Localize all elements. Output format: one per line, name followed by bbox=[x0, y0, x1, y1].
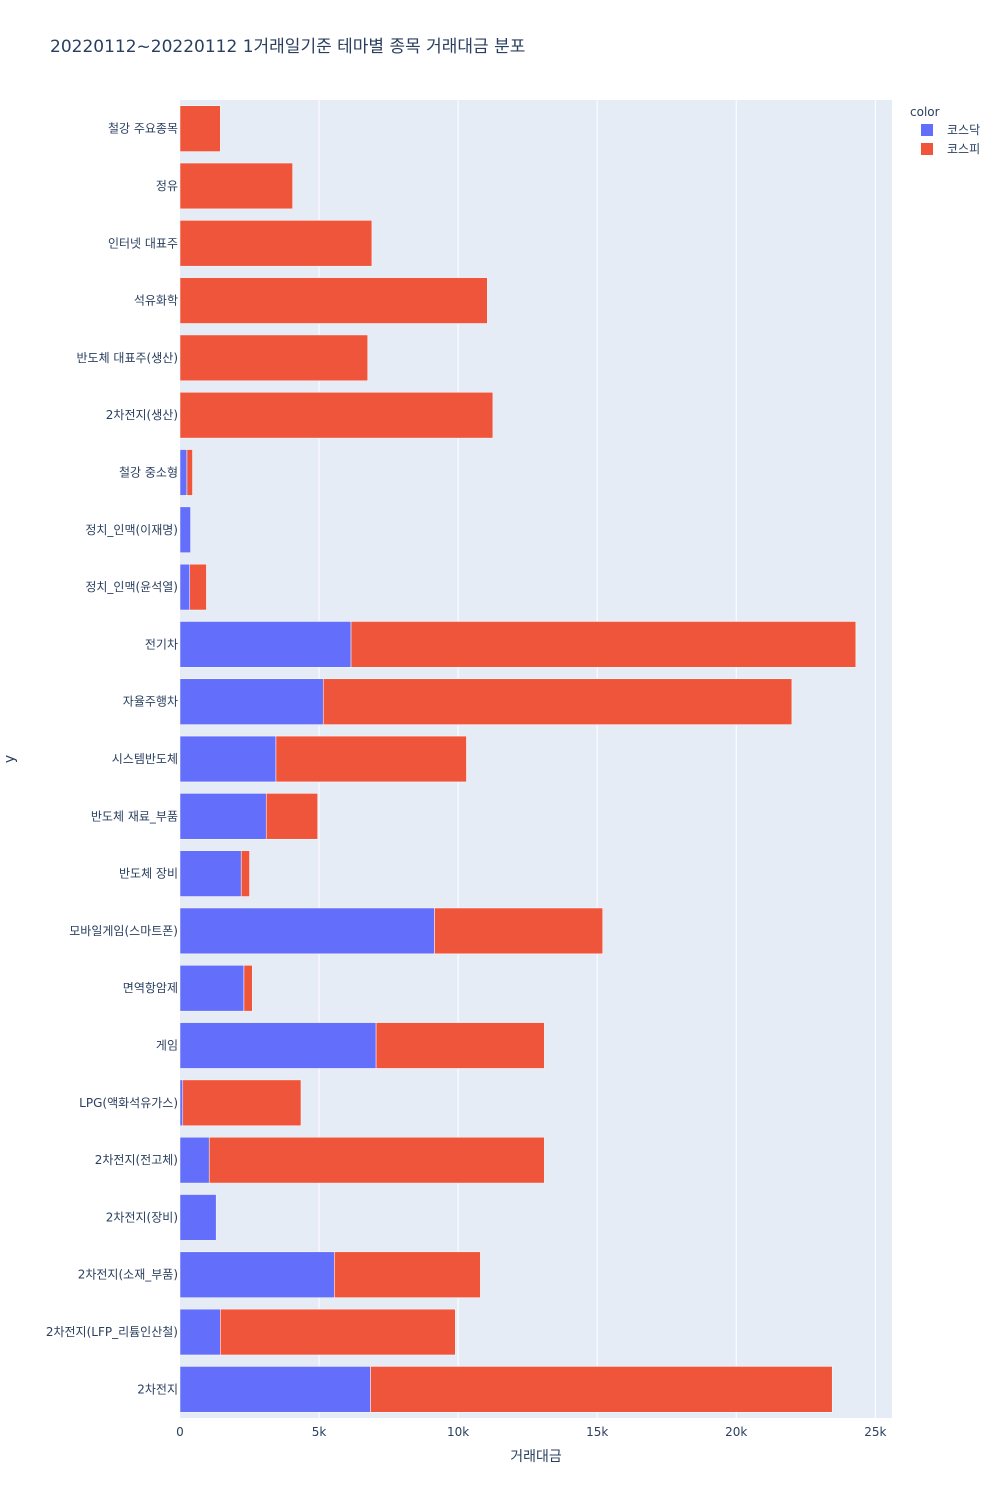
bar-코스닥[interactable] bbox=[179, 1136, 210, 1184]
bar-코스닥[interactable] bbox=[179, 563, 190, 611]
bar-코스닥[interactable] bbox=[179, 1022, 377, 1069]
x-axis-title: 거래대금 bbox=[510, 1449, 562, 1465]
bar-코스닥[interactable] bbox=[179, 1366, 371, 1413]
x-tick-labels: 0 5k 10k 15k 20k 25k bbox=[176, 1425, 886, 1439]
bar-코스닥[interactable] bbox=[179, 735, 277, 783]
bar-코스닥[interactable] bbox=[179, 850, 242, 897]
bar-코스피[interactable] bbox=[350, 621, 857, 668]
bar-코스피[interactable] bbox=[370, 1366, 833, 1413]
y-tick-label: 게임 bbox=[156, 1039, 178, 1053]
bar-코스피[interactable] bbox=[179, 162, 293, 210]
chart-title: 20220112~20220112 1거래일기준 테마별 종목 거래대금 분포 bbox=[50, 37, 526, 57]
y-tick-label: 모바일게임(스마트폰) bbox=[69, 924, 178, 938]
bar-코스피[interactable] bbox=[186, 449, 193, 496]
y-tick-label: 반도체 장비 bbox=[119, 867, 178, 881]
legend-swatch[interactable] bbox=[921, 124, 933, 136]
bar-코스닥[interactable] bbox=[179, 793, 267, 840]
bar-코스피[interactable] bbox=[322, 678, 793, 725]
bar-코스닥[interactable] bbox=[179, 1194, 217, 1241]
x-tick-label: 10k bbox=[447, 1425, 469, 1439]
y-tick-label: 2차전지(소재_부품) bbox=[78, 1268, 178, 1282]
legend-label[interactable]: 코스닥 bbox=[947, 123, 980, 137]
bar-코스피[interactable] bbox=[220, 1308, 456, 1356]
legend-swatch[interactable] bbox=[921, 143, 933, 155]
y-tick-label: 석유화학 bbox=[134, 294, 178, 308]
y-tick-label: 전기차 bbox=[145, 637, 178, 651]
x-tick-label: 0 bbox=[176, 1425, 184, 1439]
bar-코스피[interactable] bbox=[182, 1079, 302, 1126]
bar-코스피[interactable] bbox=[179, 334, 368, 382]
bar-코스피[interactable] bbox=[179, 220, 373, 267]
y-tick-label: 2차전지(장비) bbox=[106, 1210, 178, 1224]
y-tick-label: 반도체 재료_부품 bbox=[91, 809, 178, 823]
y-tick-label: 자율주행차 bbox=[123, 694, 178, 709]
y-tick-label: 철강 주요종목 bbox=[108, 122, 178, 136]
bar-코스닥[interactable] bbox=[179, 965, 245, 1012]
y-tick-label: 2차전지 bbox=[137, 1382, 178, 1396]
bar-코스닥[interactable] bbox=[179, 621, 352, 668]
y-tick-label: 인터넷 대표주 bbox=[108, 236, 178, 250]
bar-코스피[interactable] bbox=[179, 392, 494, 439]
y-tick-label: 시스템반도체 bbox=[112, 752, 178, 766]
y-tick-label: 철강 중소형 bbox=[119, 465, 178, 479]
legend-title: color bbox=[910, 105, 940, 119]
bar-코스피[interactable] bbox=[375, 1022, 545, 1069]
bars bbox=[179, 105, 857, 1413]
x-tick-label: 25k bbox=[864, 1425, 886, 1439]
y-tick-label: 반도체 대표주(생산) bbox=[77, 351, 179, 365]
bar-코스닥[interactable] bbox=[179, 506, 191, 553]
x-tick-label: 15k bbox=[586, 1425, 608, 1439]
y-tick-label: 2차전지(LFP_리튬인산철) bbox=[46, 1325, 178, 1339]
bar-코스닥[interactable] bbox=[179, 907, 435, 955]
bar-코스피[interactable] bbox=[334, 1251, 481, 1298]
bar-코스피[interactable] bbox=[208, 1136, 545, 1184]
x-tick-label: 5k bbox=[312, 1425, 327, 1439]
bar-코스피[interactable] bbox=[265, 793, 318, 840]
bar-코스닥[interactable] bbox=[179, 1308, 221, 1356]
legend-label[interactable]: 코스피 bbox=[947, 142, 980, 156]
y-tick-label: LPG(액화석유가스) bbox=[79, 1096, 178, 1110]
y-tick-label: 2차전지(전고체) bbox=[95, 1153, 178, 1167]
bar-코스닥[interactable] bbox=[179, 678, 324, 725]
y-tick-label: 정유 bbox=[156, 179, 178, 193]
y-tick-label: 정치_인맥(윤석열) bbox=[85, 580, 178, 594]
x-tick-label: 20k bbox=[725, 1425, 747, 1439]
y-tick-label: 정치_인맥(이재명) bbox=[85, 523, 178, 537]
bar-코스닥[interactable] bbox=[179, 1251, 335, 1298]
bar-코스피[interactable] bbox=[243, 965, 253, 1012]
bar-코스피[interactable] bbox=[189, 563, 207, 611]
bar-코스피[interactable] bbox=[275, 735, 467, 783]
bar-코스피[interactable] bbox=[434, 907, 603, 955]
bar-코스피[interactable] bbox=[179, 277, 488, 324]
y-tick-label: 2차전지(생산) bbox=[106, 408, 178, 422]
bar-코스피[interactable] bbox=[240, 850, 250, 897]
bar-코스닥[interactable] bbox=[179, 449, 188, 496]
bar-코스닥[interactable] bbox=[179, 1079, 184, 1126]
y-tick-label: 면역항암제 bbox=[123, 981, 178, 995]
y-axis-title: y bbox=[2, 755, 18, 763]
bar-코스피[interactable] bbox=[179, 105, 221, 152]
